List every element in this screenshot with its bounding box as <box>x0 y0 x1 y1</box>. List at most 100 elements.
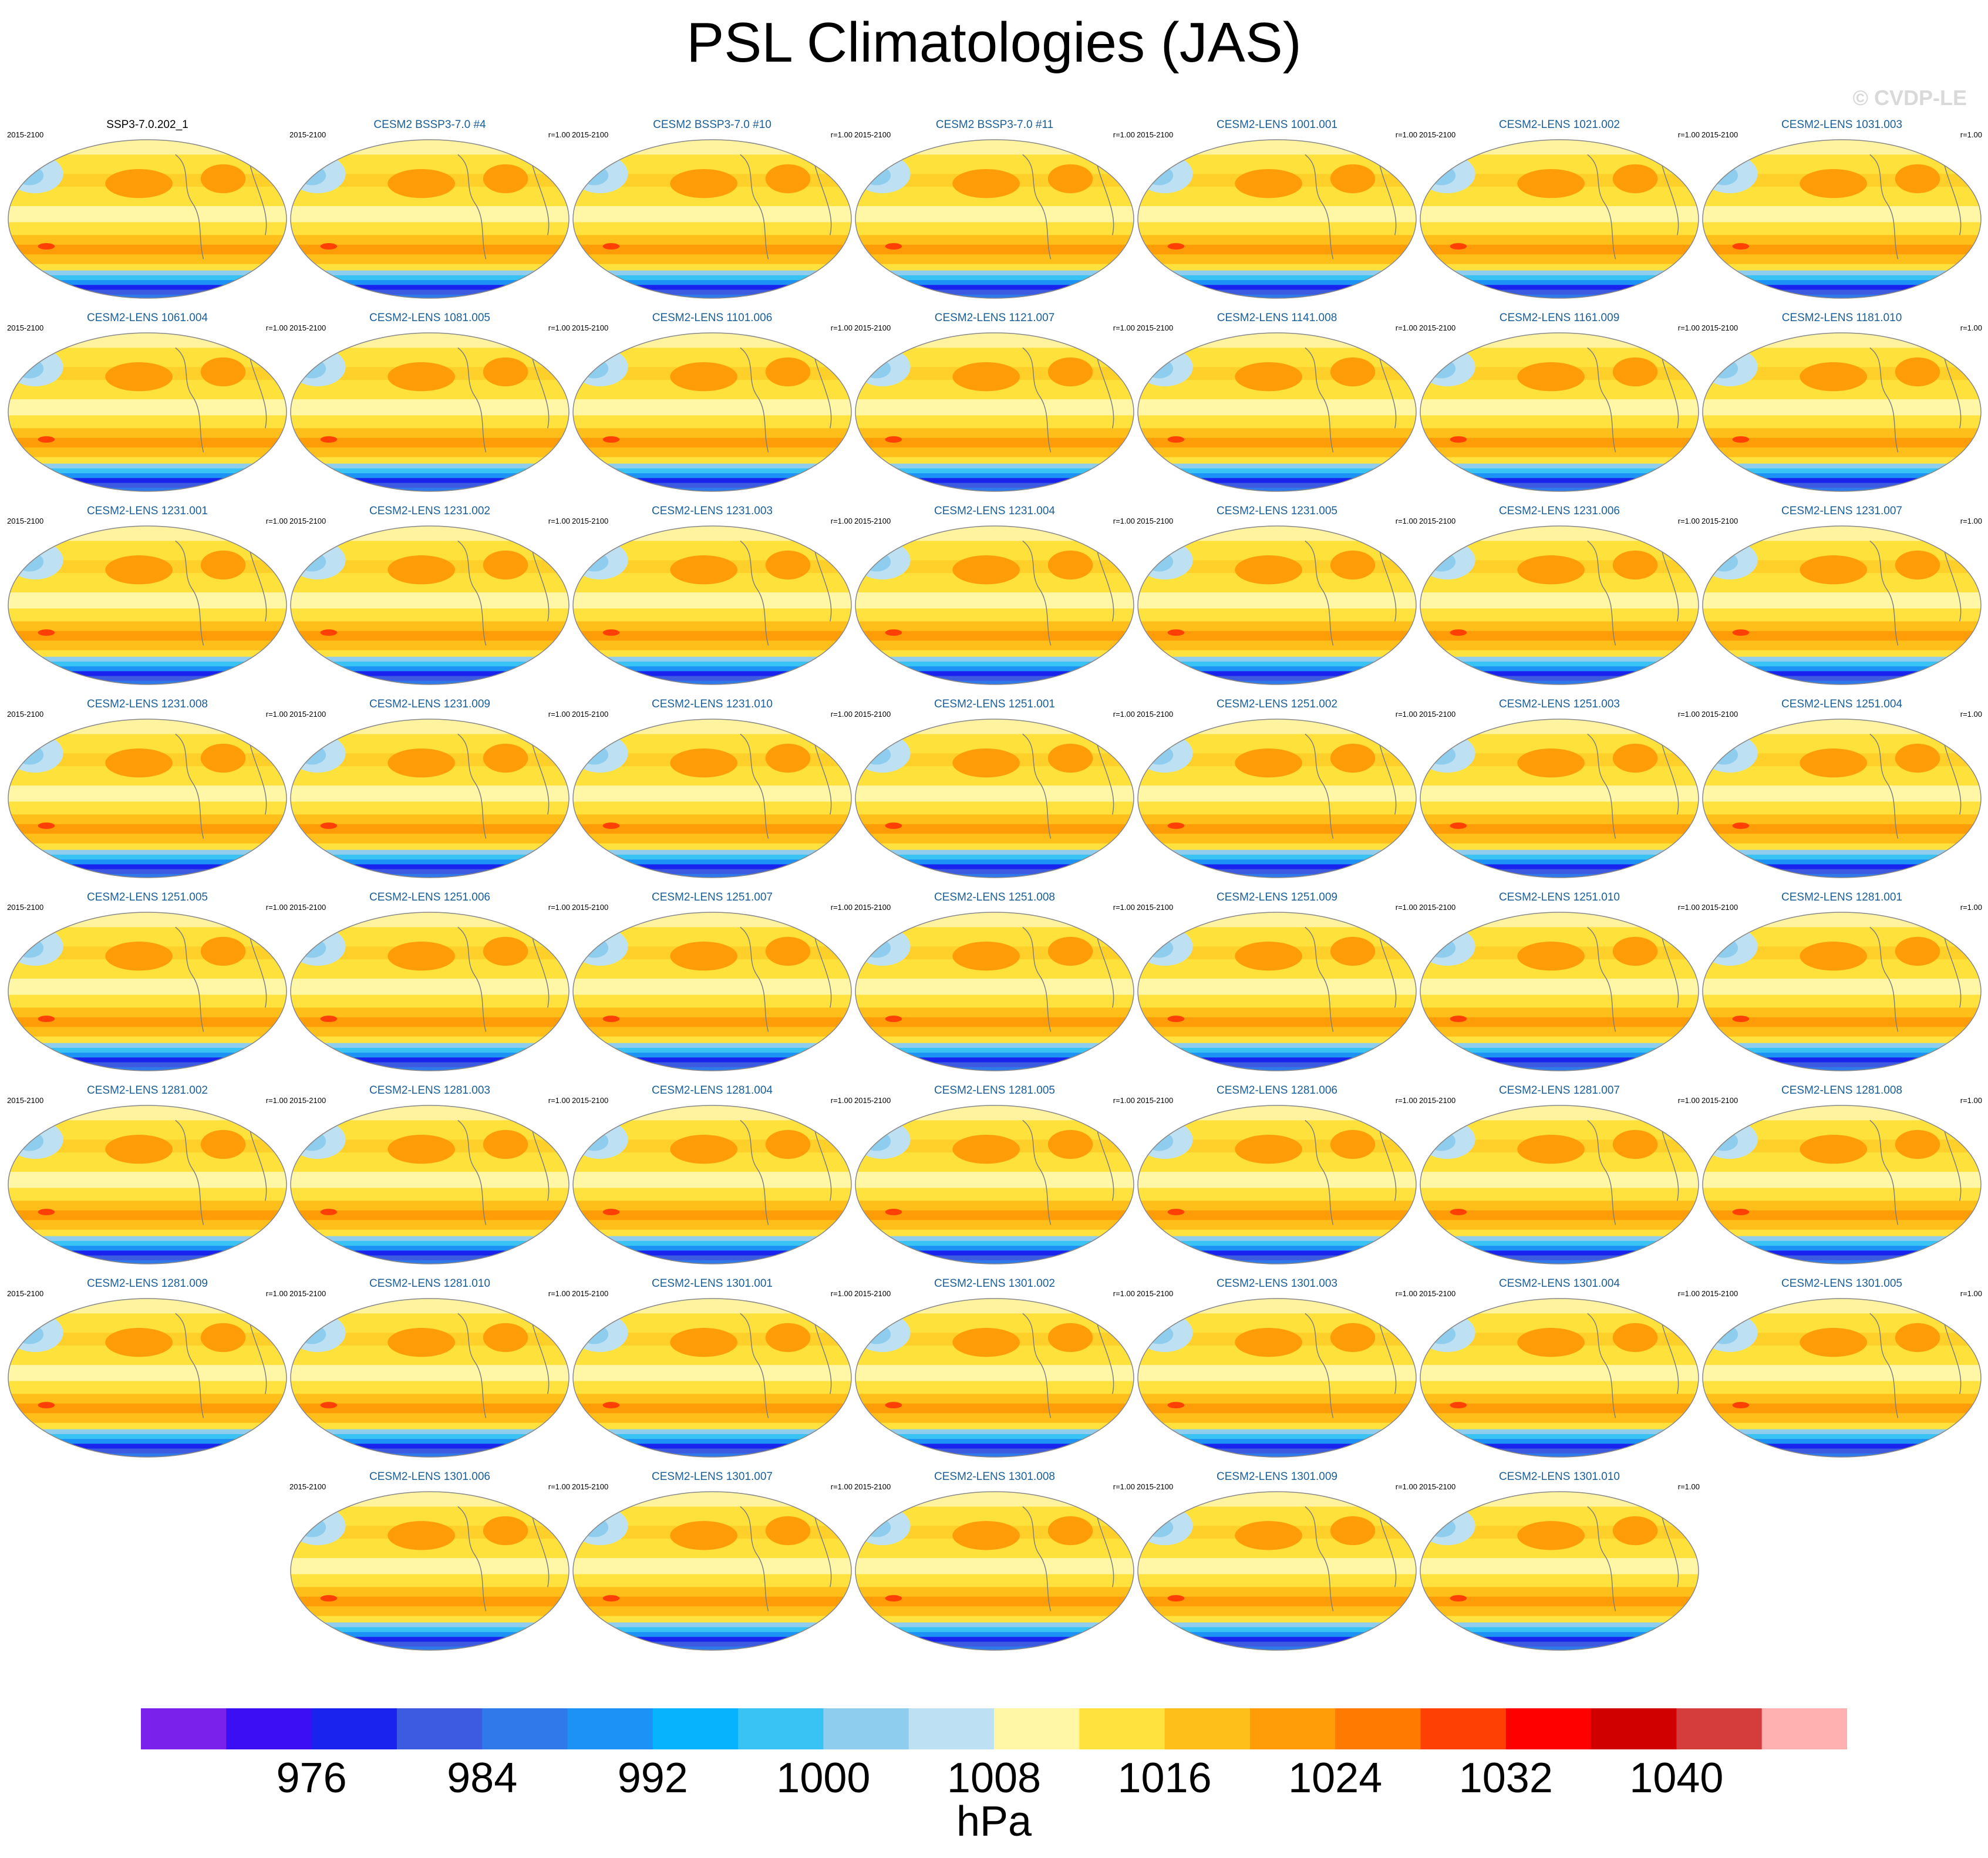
map-panel: CESM2-LENS 1301.002 2015-2100 r=1.00 <box>854 1276 1135 1458</box>
panel-title: CESM2-LENS 1281.005 <box>934 1084 1055 1097</box>
map-panel: CESM2-LENS 1031.003 2015-2100 r=1.00 <box>1701 117 1982 299</box>
colorbar-tick-label: 1016 <box>1117 1755 1212 1802</box>
panel-years: 2015-2100 <box>572 1482 609 1491</box>
panel-correlation: r=1.00 <box>1960 323 1982 332</box>
panel-years: 2015-2100 <box>289 517 326 525</box>
panel-title: CESM2-LENS 1101.006 <box>652 312 773 324</box>
panel-correlation: r=1.00 <box>1395 710 1417 719</box>
panel-correlation: r=1.00 <box>548 903 570 912</box>
colorbar-segment <box>311 1708 397 1749</box>
colorbar-units: hPa <box>956 1798 1032 1845</box>
panel-years: 2015-2100 <box>1137 517 1174 525</box>
map-panel: CESM2-LENS 1281.004 2015-2100 r=1.00 <box>572 1083 853 1265</box>
panel-correlation: r=1.00 <box>265 323 288 332</box>
panel-years: 2015-2100 <box>1419 1482 1456 1491</box>
psl-map <box>1137 912 1417 1071</box>
panel-years: 2015-2100 <box>1137 903 1174 912</box>
map-panel: CESM2 BSSP3-7.0 #10 2015-2100 r=1.00 <box>572 117 853 299</box>
panel-title: CESM2-LENS 1231.002 <box>369 505 490 517</box>
panel-correlation: r=1.00 <box>830 130 853 139</box>
panel-years: 2015-2100 <box>1419 1289 1456 1298</box>
colorbar-tick-label: 1040 <box>1629 1755 1724 1802</box>
panel-title: CESM2-LENS 1161.009 <box>1499 312 1620 324</box>
panel-years: 2015-2100 <box>1419 710 1456 719</box>
panel-correlation: r=1.00 <box>265 710 288 719</box>
psl-map <box>572 912 852 1071</box>
panel-title: CESM2-LENS 1251.003 <box>1499 698 1620 710</box>
panel-years: 2015-2100 <box>854 710 891 719</box>
panel-correlation: r=1.00 <box>1960 710 1982 719</box>
psl-map <box>290 525 570 685</box>
panel-correlation: r=1.00 <box>1677 1096 1700 1105</box>
panel-correlation: r=1.00 <box>1113 903 1135 912</box>
colorbar-segment <box>1676 1708 1763 1749</box>
map-panel: CESM2-LENS 1281.001 2015-2100 r=1.00 <box>1701 890 1982 1072</box>
colorbar-segment <box>1249 1708 1336 1749</box>
psl-map <box>8 1105 287 1264</box>
panel-correlation: r=1.00 <box>548 323 570 332</box>
panel-correlation: r=1.00 <box>548 130 570 139</box>
map-panel: CESM2-LENS 1231.005 2015-2100 r=1.00 <box>1137 504 1417 686</box>
panel-title: CESM2-LENS 1281.004 <box>652 1084 773 1097</box>
panel-correlation: r=1.00 <box>1113 130 1135 139</box>
psl-map <box>290 1105 570 1264</box>
psl-map <box>1137 525 1417 685</box>
panel-correlation: r=1.00 <box>830 1096 853 1105</box>
colorbar-segment <box>482 1708 568 1749</box>
colorbar-tick-label: 976 <box>276 1755 347 1802</box>
colorbar-tick-label: 1008 <box>946 1755 1042 1802</box>
panel-years: 2015-2100 <box>1419 1096 1456 1105</box>
psl-map <box>1420 1298 1699 1458</box>
psl-map <box>8 332 287 492</box>
panel-title: CESM2-LENS 1301.009 <box>1217 1471 1337 1483</box>
watermark: © CVDP-LE <box>1852 86 1967 110</box>
map-panel: CESM2-LENS 1181.010 2015-2100 r=1.00 <box>1701 311 1982 493</box>
colorbar-segment <box>652 1708 739 1749</box>
panel-correlation: r=1.00 <box>1395 903 1417 912</box>
map-panel: CESM2-LENS 1301.009 2015-2100 r=1.00 <box>1137 1469 1417 1651</box>
map-panel: CESM2-LENS 1301.010 2015-2100 r=1.00 <box>1419 1469 1700 1651</box>
panel-years: 2015-2100 <box>289 130 326 139</box>
colorbar-segment <box>396 1708 483 1749</box>
panel-title: CESM2 BSSP3-7.0 #11 <box>935 119 1054 131</box>
panel-correlation: r=1.00 <box>1395 1289 1417 1298</box>
panel-title: CESM2-LENS 1281.002 <box>87 1084 208 1097</box>
panel-correlation: r=1.00 <box>1677 323 1700 332</box>
panel-years: 2015-2100 <box>7 323 44 332</box>
panel-years: 2015-2100 <box>1137 710 1174 719</box>
panel-title: CESM2-LENS 1281.007 <box>1499 1084 1620 1097</box>
map-panel: CESM2-LENS 1231.006 2015-2100 r=1.00 <box>1419 504 1700 686</box>
psl-map <box>572 1491 852 1651</box>
map-panel: CESM2-LENS 1251.004 2015-2100 r=1.00 <box>1701 697 1982 879</box>
map-panel: CESM2-LENS 1281.008 2015-2100 r=1.00 <box>1701 1083 1982 1265</box>
panel-title: CESM2 BSSP3-7.0 #4 <box>373 119 486 131</box>
panel-correlation: r=1.00 <box>265 1289 288 1298</box>
panel-correlation: r=1.00 <box>830 903 853 912</box>
map-panel: CESM2-LENS 1281.010 2015-2100 r=1.00 <box>289 1276 570 1458</box>
panel-correlation: r=1.00 <box>1960 903 1982 912</box>
psl-map <box>1702 332 1982 492</box>
panel-correlation: r=1.00 <box>830 323 853 332</box>
panel-years: 2015-2100 <box>572 1096 609 1105</box>
panel-title: CESM2-LENS 1231.008 <box>87 698 208 710</box>
panel-correlation: r=1.00 <box>830 517 853 525</box>
panel-correlation: r=1.00 <box>1960 1096 1982 1105</box>
panel-years: 2015-2100 <box>7 517 44 525</box>
map-panel: CESM2-LENS 1281.007 2015-2100 r=1.00 <box>1419 1083 1700 1265</box>
panel-correlation: r=1.00 <box>830 1482 853 1491</box>
psl-map <box>855 912 1134 1071</box>
psl-map <box>1702 719 1982 878</box>
panel-years: 2015-2100 <box>854 517 891 525</box>
panel-years: 2015-2100 <box>289 323 326 332</box>
panel-title: CESM2-LENS 1251.001 <box>934 698 1055 710</box>
panel-years: 2015-2100 <box>854 130 891 139</box>
panel-title: CESM2-LENS 1301.005 <box>1781 1277 1902 1290</box>
panel-years: 2015-2100 <box>854 323 891 332</box>
panel-years: 2015-2100 <box>1137 1096 1174 1105</box>
panel-years: 2015-2100 <box>7 710 44 719</box>
panel-title: CESM2-LENS 1251.004 <box>1781 698 1902 710</box>
panel-correlation: r=1.00 <box>1960 130 1982 139</box>
panel-years: 2015-2100 <box>289 710 326 719</box>
map-panel: CESM2-LENS 1251.005 2015-2100 r=1.00 <box>7 890 288 1072</box>
colorbar-tick-label: 1000 <box>776 1755 871 1802</box>
